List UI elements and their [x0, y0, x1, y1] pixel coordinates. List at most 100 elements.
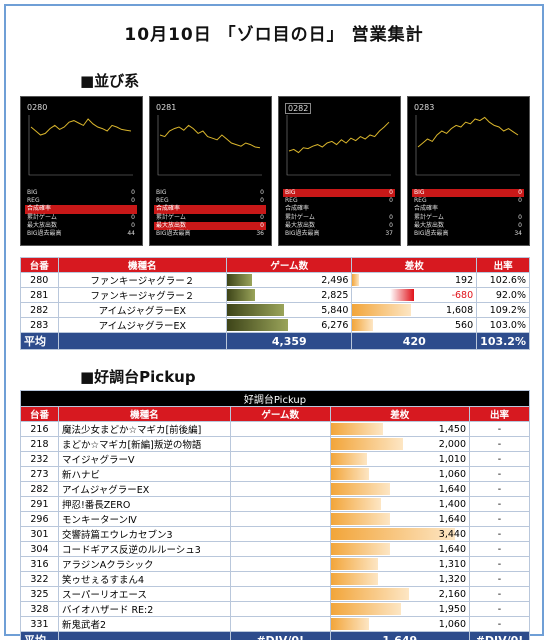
- games-cell-bar: [227, 319, 289, 331]
- diff-cell: -680: [351, 287, 478, 303]
- machine-number: 280: [20, 272, 59, 288]
- panel-stat-label: REG: [285, 197, 298, 205]
- panel-id: 0282: [285, 103, 312, 114]
- table-row: 328 バイオハザード RE:2 1,950-: [20, 601, 530, 617]
- column-header: 台番: [20, 257, 59, 273]
- panel-stat-label: BIG過去最高: [414, 229, 449, 237]
- payout-rate: -: [469, 496, 530, 512]
- diff-cell-bar: [331, 423, 384, 435]
- panel-stat-value: 0: [389, 213, 393, 221]
- graph-axis: [157, 115, 262, 176]
- panel-stats: BIG 0 REG 0 合成確率 累計ゲーム 0 最大放出数 0 BIG過去最高 44: [25, 189, 137, 238]
- diff-cell-bar: [331, 588, 409, 600]
- column-header: 台番: [20, 406, 59, 422]
- table-row: 296 モンキーターンⅣ 1,640-: [20, 511, 530, 527]
- average-rate: 103.2%: [476, 332, 530, 350]
- diff-cell: 2,160: [329, 586, 471, 602]
- payout-rate: -: [469, 556, 530, 572]
- graph-line: [30, 118, 132, 136]
- diff-cell-bar: [331, 513, 390, 525]
- panel-stat-label: 累計ゲーム: [285, 213, 315, 221]
- machine-number: 273: [20, 466, 59, 482]
- graph-axis: [415, 115, 520, 176]
- column-header: 機種名: [57, 257, 228, 273]
- diff-cell-bar: [352, 274, 360, 286]
- machine-name: マイジャグラーV: [57, 451, 231, 467]
- panel-stat-label: BIG: [156, 189, 167, 196]
- panel-stat-label: 合成確率: [285, 205, 310, 213]
- graph-axis: [286, 115, 391, 176]
- games-cell: 6,276: [226, 317, 353, 333]
- graph-axis: [28, 115, 133, 176]
- machine-number: 232: [20, 451, 59, 467]
- payout-rate: -: [469, 421, 530, 437]
- games-cell-bar: [227, 304, 285, 316]
- machine-name: 押忍!番長ZERO: [57, 496, 231, 512]
- panel-stat-row: BIG 0: [25, 189, 137, 197]
- payout-rate: 103.0%: [476, 317, 530, 333]
- games-cell: [229, 616, 331, 632]
- machine-number: 282: [20, 302, 59, 318]
- machine-name: アラジンAクラシック: [57, 556, 231, 572]
- games-cell: [229, 466, 331, 482]
- panel-stat-row: 最大放出数 0: [412, 222, 524, 230]
- games-cell: [229, 541, 331, 557]
- panel-graph: [28, 115, 133, 176]
- diff-cell: 1,320: [329, 571, 471, 587]
- graph-line: [159, 124, 261, 149]
- panel-stat-value: 0: [260, 213, 264, 221]
- panel-stat-row: BIG過去最高 36: [154, 230, 266, 238]
- panel-stat-value: 0: [131, 189, 135, 196]
- diff-cell: 2,000: [329, 436, 471, 452]
- panel-stat-row: 最大放出数 0: [283, 222, 395, 230]
- panel-stat-label: BIG過去最高: [27, 229, 62, 237]
- panel-graph: [286, 115, 391, 176]
- panel-stat-value: 0: [131, 213, 135, 221]
- page-title: 10月10日 「ゾロ目の日」 営業集計: [124, 25, 424, 45]
- section-title-pickup: ■好調台Pickup: [80, 368, 196, 386]
- games-cell: [229, 496, 331, 512]
- panel-stat-label: BIG: [27, 189, 38, 196]
- average-label: 平均: [20, 631, 59, 640]
- panel-stat-label: REG: [414, 197, 427, 205]
- panel-stat-row: 最大放出数 0: [154, 221, 266, 230]
- games-cell: [229, 421, 331, 437]
- diff-cell: 1,950: [329, 601, 471, 617]
- diff-cell: 3,440: [329, 526, 471, 542]
- column-header: 差枚: [329, 406, 471, 422]
- diff-cell: 1,640: [329, 541, 471, 557]
- panel-stat-row: 累計ゲーム 0: [154, 214, 266, 222]
- machine-panel-0280: 0280 BIG 0 REG 0 合成確率 累計ゲーム 0 最大放出数 0 BIG過去最高 44: [20, 96, 143, 246]
- panel-stat-value: 0: [260, 189, 264, 196]
- panel-stat-label: BIG: [414, 189, 425, 196]
- table-row: 281 ファンキージャグラー２ 2,825 -680 92.0%: [20, 287, 530, 303]
- machine-name: スーパーリオエース: [57, 586, 231, 602]
- payout-rate: -: [469, 586, 530, 602]
- machine-number: 296: [20, 511, 59, 527]
- average-diff: 420: [351, 332, 478, 350]
- table-row: 304 コードギアス反逆のルルーシュ3 1,640-: [20, 541, 530, 557]
- diff-cell-bar: [331, 618, 369, 630]
- table-row: 316 アラジンAクラシック 1,310-: [20, 556, 530, 572]
- machine-number: 328: [20, 601, 59, 617]
- machine-name: コードギアス反逆のルルーシュ3: [57, 541, 231, 557]
- panel-stats: BIG 0 REG 0 合成確率 累計ゲーム 0 最大放出数 0 BIG過去最高 36: [154, 189, 266, 238]
- games-cell: [229, 451, 331, 467]
- games-cell: [229, 436, 331, 452]
- graph-line: [288, 121, 390, 154]
- machine-panels: 0280 BIG 0 REG 0 合成確率 累計ゲーム 0 最大放出数 0 BIG過去最高 44 028…: [20, 96, 530, 246]
- diff-cell-bar: [331, 573, 379, 585]
- panel-id: 0281: [156, 103, 177, 112]
- panel-stat-label: BIG過去最高: [156, 229, 191, 237]
- table-row: 218 まどか☆マギカ[新編]叛逆の物語 2,000-: [20, 436, 530, 452]
- diff-cell-bar: [352, 319, 373, 331]
- table-row: 301 交響詩篇エウレカセブン3 3,440-: [20, 526, 530, 542]
- payout-rate: -: [469, 526, 530, 542]
- panel-stat-label: 合成確率: [156, 205, 181, 213]
- payout-rate: -: [469, 451, 530, 467]
- panel-stat-label: 最大放出数: [27, 221, 58, 229]
- machine-number: 316: [20, 556, 59, 572]
- average-diff: 1,649: [329, 631, 471, 640]
- machine-name: 笑ゥせぇるすまん4: [57, 571, 231, 587]
- machine-name: バイオハザード RE:2: [57, 601, 231, 617]
